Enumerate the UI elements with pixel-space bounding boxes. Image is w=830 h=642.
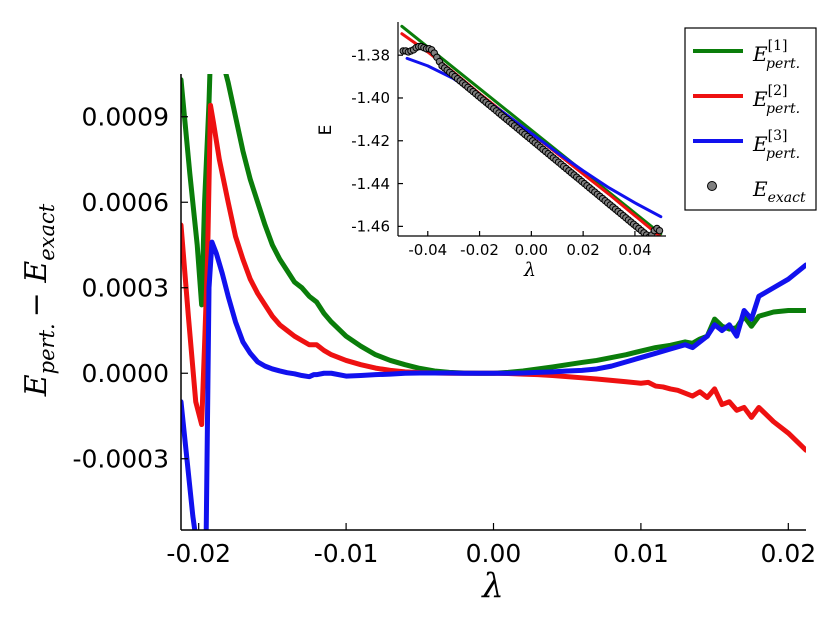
main-y-axis-label: Epert. − Eexact	[19, 203, 59, 397]
legend-label-sub: exact	[768, 190, 806, 206]
main-y-tick-label: -0.0003	[73, 445, 170, 474]
inset-x-tick-label: 0.04	[618, 241, 651, 259]
main-y-label-sub-pert: pert.	[35, 323, 59, 374]
inset-plot: -0.04 -0.02 0.00 0.02 0.04 -1.46-1.44-1.42-1…	[316, 22, 666, 281]
inset-y-tick-label: -1.42	[351, 132, 390, 150]
legend-label-3: E[3] pert.	[752, 128, 800, 162]
main-y-label-e: E	[19, 374, 54, 397]
main-x-ticks: -0.02 -0.01 0.00 0.01 0.02	[166, 523, 816, 568]
inset-y-tick-label: -1.38	[351, 46, 390, 64]
inset-x-tick-label: -0.02	[460, 241, 499, 259]
inset-y-tick-label: -1.44	[351, 175, 390, 193]
legend-label-4: Eexact	[752, 177, 806, 206]
main-x-tick-label: 0.02	[760, 539, 816, 568]
inset-series-line-3	[405, 56, 663, 219]
legend-label-sup: [3]	[768, 128, 788, 144]
legend-entries: E[1] pert.E[2] pert.E[3] pert.Eexact	[693, 38, 806, 206]
inset-x-ticks: -0.04 -0.02 0.00 0.02 0.04	[408, 231, 652, 259]
main-plot: -0.02 -0.01 0.00 0.01 0.02 -0.0003 0.0000 0.00…	[19, 74, 816, 606]
inset-x-tick-label: -0.04	[408, 241, 447, 259]
inset-x-tick-label: 0.00	[515, 241, 548, 259]
inset-y-tick-label: -1.40	[351, 89, 390, 107]
inset-y-ticks: -1.46 -1.44 -1.42 -1.40 -1.38	[351, 46, 403, 236]
main-x-tick-label: 0.01	[613, 539, 669, 568]
inset-exact-point	[655, 226, 664, 235]
main-series-line-3	[181, 239, 806, 530]
legend: E[1] pert.E[2] pert.E[3] pert.Eexact	[684, 27, 817, 211]
legend-label-sup: [1]	[768, 38, 788, 54]
legend-label-sub: pert.	[766, 101, 800, 117]
legend-label-1: E[1] pert.	[752, 38, 800, 72]
main-x-tick-label: -0.02	[166, 539, 231, 568]
main-y-tick-label: 0.0003	[82, 274, 169, 303]
legend-label-main: E	[752, 87, 768, 111]
main-y-tick-label: 0.0000	[82, 359, 169, 388]
inset-y-tick-label: -1.46	[351, 218, 390, 236]
main-y-tick-label: 0.0006	[82, 188, 169, 217]
inset-series-line-1	[400, 24, 663, 236]
legend-label-main: E	[752, 132, 768, 156]
legend-label-2: E[2] pert.	[752, 83, 800, 117]
main-y-label-minus-e: − E	[19, 261, 54, 318]
main-x-axis-label: λ	[480, 566, 504, 606]
inset-y-axis-label: E	[316, 125, 336, 136]
main-x-tick-label: -0.01	[314, 539, 379, 568]
legend-label-sub: pert.	[766, 146, 800, 162]
legend-marker-exact	[707, 181, 717, 191]
legend-label-main: E	[752, 177, 768, 201]
legend-label-main: E	[752, 42, 768, 66]
main-y-tick-label: 0.0009	[82, 103, 169, 132]
main-x-tick-label: 0.00	[466, 539, 522, 568]
main-y-ticks: -0.0003 0.0000 0.0003 0.0006 0.0009	[73, 103, 188, 474]
legend-label-sup: [2]	[768, 83, 788, 99]
inset-x-axis-label: λ	[523, 259, 536, 281]
main-y-label-sub-exact: exact	[35, 203, 59, 261]
inset-x-tick-label: 0.02	[566, 241, 599, 259]
legend-label-sub: pert.	[766, 56, 800, 72]
legend-frame	[684, 27, 817, 211]
inset-series-group	[399, 24, 664, 236]
main-series-group	[181, 74, 806, 530]
